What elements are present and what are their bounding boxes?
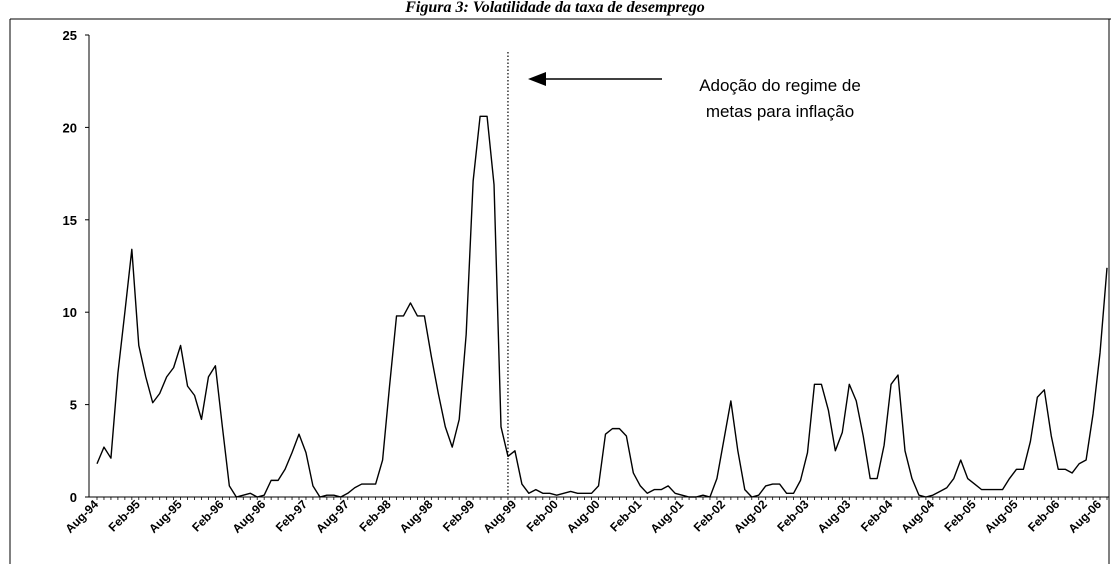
x-tick-label: Aug-95 [146, 497, 185, 536]
x-tick-label: Feb-96 [189, 497, 226, 534]
x-tick-label: Feb-01 [607, 497, 644, 534]
x-tick-label: Aug-96 [230, 497, 269, 536]
series-layer [96, 115, 1108, 498]
annotation-line-1: Adoção do regime de [699, 76, 861, 95]
x-tick-label: Feb-04 [858, 497, 895, 534]
y-tick-label: 15 [63, 213, 77, 228]
y-tick-label: 5 [70, 398, 77, 413]
x-tick-label: Aug-99 [480, 497, 519, 536]
chart-title: Figura 3: Volatilidade da taxa de desemp… [404, 0, 705, 16]
y-axis: 0 5 10 15 20 25 [63, 28, 90, 505]
x-tick-label: Aug-98 [397, 497, 436, 536]
y-tick-label: 20 [63, 120, 77, 135]
x-tick-label: Feb-00 [524, 497, 561, 534]
x-tick-label: Feb-02 [691, 497, 728, 534]
x-tick-label: Aug-03 [815, 497, 854, 536]
y-tick-label: 25 [63, 28, 77, 43]
series-line [96, 115, 1108, 498]
annotation-line-2: metas para inflação [706, 102, 854, 121]
x-tick-label: Feb-99 [440, 497, 477, 534]
x-tick-label: Feb-06 [1025, 497, 1062, 534]
x-tick-label: Aug-97 [313, 497, 352, 536]
annotation: Adoção do regime de metas para inflação [528, 72, 861, 121]
y-tick-label: 10 [63, 305, 77, 320]
x-tick-label: Aug-94 [62, 497, 101, 536]
arrow-left-icon [528, 72, 546, 86]
x-tick-label: Aug-06 [1065, 497, 1104, 536]
x-tick-label: Feb-97 [273, 497, 310, 534]
y-tick-label: 0 [70, 490, 77, 505]
x-tick-label: Feb-98 [356, 497, 393, 534]
x-tick-label: Feb-03 [774, 497, 811, 534]
x-tick-label: Aug-01 [648, 497, 687, 536]
x-tick-label: Aug-02 [731, 497, 770, 536]
x-tick-label: Aug-05 [982, 497, 1021, 536]
x-tick-label: Aug-00 [564, 497, 603, 536]
x-tick-label: Aug-04 [898, 497, 937, 536]
x-tick-label: Feb-05 [942, 497, 979, 534]
x-tick-label: Feb-95 [106, 497, 143, 534]
x-axis: Aug-94 Feb-95 Aug-95 Feb-96 Aug-96 Feb-97 Aug-… [62, 496, 1109, 536]
